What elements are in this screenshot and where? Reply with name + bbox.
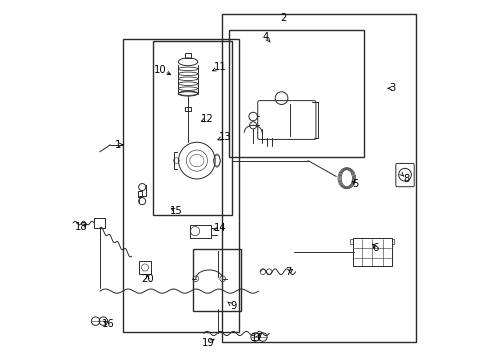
- Text: 6: 6: [372, 243, 378, 253]
- Text: 16: 16: [102, 319, 114, 329]
- Bar: [189, 225, 210, 238]
- Text: 14: 14: [214, 223, 226, 233]
- Text: 2: 2: [280, 13, 286, 23]
- Text: 15: 15: [170, 206, 183, 216]
- Bar: [139, 261, 151, 274]
- Bar: [352, 238, 391, 266]
- Text: 11: 11: [214, 62, 226, 72]
- Bar: [185, 107, 190, 111]
- Text: 17: 17: [250, 333, 263, 343]
- Text: 4: 4: [262, 32, 268, 42]
- Text: 8: 8: [403, 174, 409, 184]
- Text: 20: 20: [141, 274, 154, 284]
- Text: 1: 1: [115, 140, 122, 150]
- Bar: [391, 239, 394, 243]
- Bar: [185, 53, 190, 58]
- Text: 18: 18: [75, 221, 88, 231]
- Bar: [94, 218, 105, 228]
- Text: 9: 9: [229, 301, 236, 311]
- Text: 12: 12: [200, 114, 213, 124]
- Bar: [349, 239, 352, 243]
- Text: 7: 7: [285, 267, 291, 278]
- Text: 5: 5: [352, 179, 358, 189]
- Text: 3: 3: [389, 83, 395, 93]
- Text: 13: 13: [218, 132, 231, 142]
- Text: 10: 10: [154, 65, 166, 75]
- Text: 19: 19: [202, 338, 214, 348]
- Bar: [137, 191, 142, 197]
